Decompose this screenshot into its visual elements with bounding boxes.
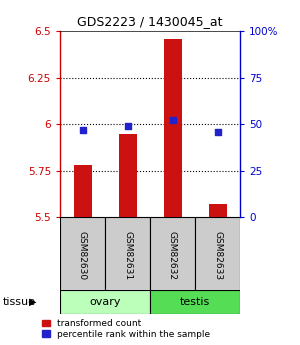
Point: [80, 127, 85, 132]
Bar: [150, 290, 240, 314]
Bar: [150, 217, 195, 293]
Title: GDS2223 / 1430045_at: GDS2223 / 1430045_at: [77, 16, 223, 29]
Text: ▶: ▶: [28, 297, 36, 307]
Point: [170, 118, 175, 123]
Bar: [208, 204, 226, 217]
Text: GSM82630: GSM82630: [78, 231, 87, 280]
Text: ovary: ovary: [89, 297, 121, 307]
Bar: [74, 165, 92, 217]
Text: GSM82633: GSM82633: [213, 231, 222, 280]
Text: GSM82632: GSM82632: [168, 231, 177, 280]
Bar: [60, 290, 150, 314]
Bar: [164, 39, 181, 217]
Bar: [60, 217, 105, 293]
Text: testis: testis: [180, 297, 210, 307]
Legend: transformed count, percentile rank within the sample: transformed count, percentile rank withi…: [40, 317, 212, 341]
Point: [215, 129, 220, 135]
Bar: [195, 217, 240, 293]
Text: GSM82631: GSM82631: [123, 231, 132, 280]
Bar: [118, 134, 136, 217]
Text: tissue: tissue: [3, 297, 36, 307]
Bar: [105, 217, 150, 293]
Point: [125, 123, 130, 129]
